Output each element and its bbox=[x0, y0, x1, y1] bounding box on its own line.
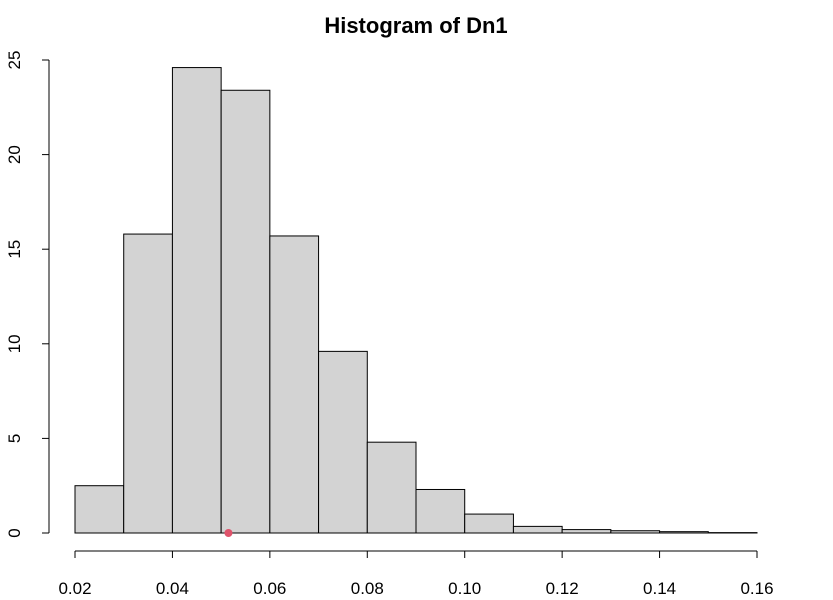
marker-layer bbox=[224, 529, 233, 537]
histogram-bar bbox=[123, 233, 173, 534]
y-axis: 0 5 10 15 20 25 bbox=[5, 51, 50, 538]
y-tick-label: 25 bbox=[5, 51, 24, 70]
x-tick-label: 0.02 bbox=[58, 579, 91, 598]
histogram-bar bbox=[464, 513, 514, 534]
histogram-bar bbox=[74, 485, 125, 534]
y-tick-label: 10 bbox=[5, 334, 24, 353]
chart-title: Histogram of Dn1 bbox=[324, 13, 507, 38]
x-axis: 0.02 0.04 0.06 0.08 0.10 0.12 0.14 0.16 bbox=[58, 550, 774, 598]
histogram-bar bbox=[171, 67, 222, 534]
y-tick-label: 15 bbox=[5, 240, 24, 259]
histogram-bar bbox=[415, 488, 466, 534]
histogram-bar bbox=[269, 235, 320, 534]
x-tick-label: 0.06 bbox=[253, 579, 286, 598]
y-tick-label: 20 bbox=[5, 145, 24, 164]
bars-group bbox=[74, 67, 758, 534]
x-tick-label: 0.16 bbox=[740, 579, 773, 598]
x-tick-label: 0.04 bbox=[156, 579, 189, 598]
histogram-bar bbox=[220, 89, 271, 534]
x-tick-label: 0.08 bbox=[351, 579, 384, 598]
x-tick-label: 0.14 bbox=[643, 579, 676, 598]
histogram-bar bbox=[610, 530, 661, 534]
histogram-bar bbox=[561, 529, 612, 534]
y-tick-label: 0 bbox=[5, 528, 24, 537]
x-tick-label: 0.10 bbox=[448, 579, 481, 598]
histogram-bar bbox=[366, 441, 417, 534]
histogram-bar bbox=[318, 350, 368, 534]
histogram-bar bbox=[512, 525, 563, 534]
histogram-bar bbox=[659, 531, 709, 534]
observed-value-point bbox=[224, 529, 233, 537]
y-tick-label: 5 bbox=[5, 434, 24, 443]
x-tick-label: 0.12 bbox=[546, 579, 579, 598]
